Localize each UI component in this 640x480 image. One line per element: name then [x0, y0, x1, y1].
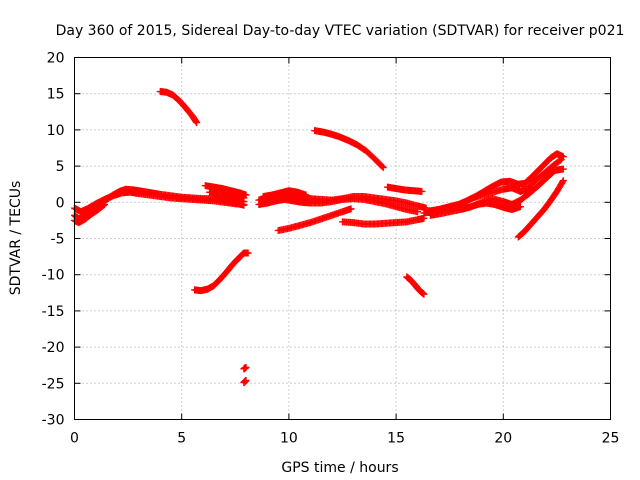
data-series: [274, 205, 355, 235]
y-tick-label: -30: [42, 413, 65, 429]
data-point: [101, 200, 109, 208]
data-point: [379, 164, 387, 172]
chart-title: Day 360 of 2015, Sidereal Day-to-day VTE…: [56, 23, 625, 39]
data-series: [384, 183, 426, 195]
data-series: [311, 127, 387, 172]
data-series: [403, 273, 428, 298]
x-tick-label: 0: [70, 431, 79, 447]
data-points: [71, 88, 567, 387]
data-series: [156, 88, 201, 127]
x-tick-label: 25: [602, 431, 620, 447]
data-series: [240, 376, 250, 387]
data-point: [244, 249, 252, 257]
data-point: [557, 156, 565, 164]
y-tick-label: -20: [42, 340, 65, 356]
data-series: [420, 150, 567, 217]
data-series: [210, 195, 248, 209]
y-tick-label: -15: [42, 304, 65, 320]
x-tick-label: 15: [387, 431, 405, 447]
data-point: [242, 376, 250, 384]
data-point: [420, 290, 428, 298]
data-point: [347, 205, 355, 213]
data-series: [206, 188, 248, 202]
data-point: [516, 203, 524, 211]
data-point: [556, 156, 564, 164]
x-tick-label: 10: [280, 431, 298, 447]
x-axis-label: GPS time / hours: [281, 460, 398, 476]
data-point: [240, 201, 248, 209]
x-tick-label: 20: [494, 431, 512, 447]
y-axis-label: SDTVAR / TECUs: [8, 181, 24, 296]
x-tick-label: 5: [177, 431, 186, 447]
y-tick-label: 20: [47, 51, 65, 67]
data-point: [302, 191, 310, 199]
data-series: [259, 187, 310, 201]
data-point: [559, 178, 567, 186]
data-series: [240, 363, 250, 373]
y-tick-label: -25: [42, 376, 65, 392]
data-series: [191, 249, 252, 295]
y-axis-ticks: 20 15 10 5 0 -5 -10 -15 -20 -25 -30: [42, 51, 611, 429]
data-series: [339, 214, 428, 228]
y-tick-label: 10: [47, 123, 65, 139]
plot-frame: [74, 57, 611, 420]
data-point: [559, 177, 567, 185]
data-point: [193, 119, 201, 127]
data-point: [418, 187, 426, 195]
data-series: [456, 199, 524, 214]
data-series: [255, 195, 422, 216]
y-tick-label: 0: [56, 195, 65, 211]
data-point: [242, 363, 250, 371]
data-point: [378, 162, 386, 170]
data-series: [514, 177, 567, 241]
y-tick-label: -5: [51, 232, 65, 248]
y-tick-label: 5: [56, 159, 65, 175]
data-point: [559, 165, 567, 173]
data-series: [71, 200, 109, 227]
y-tick-label: -10: [42, 268, 65, 284]
data-point: [414, 208, 422, 216]
y-tick-label: 15: [47, 87, 65, 103]
data-point: [240, 194, 248, 202]
